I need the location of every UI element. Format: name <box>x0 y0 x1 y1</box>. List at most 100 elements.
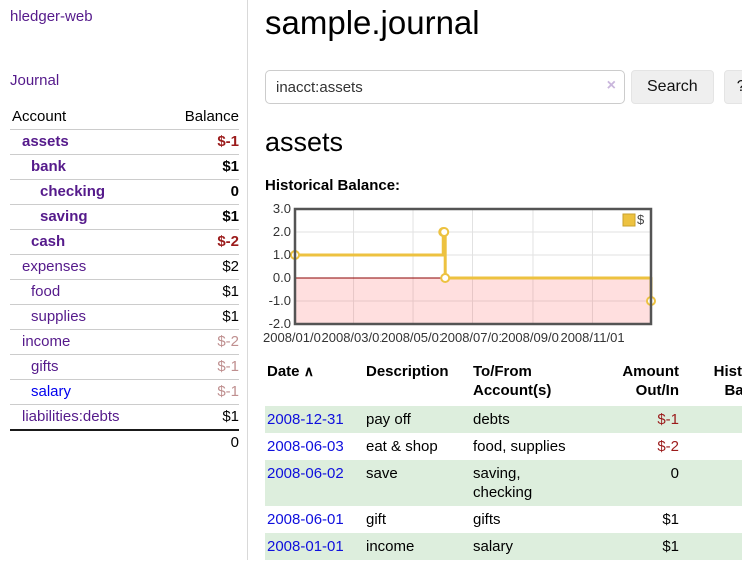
account-row: saving $1 <box>10 204 239 230</box>
account-balance: $-2 <box>161 329 239 355</box>
register-table: Date ∧ Description To/From Account(s) Am… <box>265 360 742 560</box>
account-balance: $-1 <box>161 379 239 405</box>
x-axis-tick-label: 2008/11/01 <box>560 330 625 345</box>
transaction-balance: $1 <box>681 533 742 560</box>
transaction-date-cell: 2008-06-02 <box>265 460 364 506</box>
account-link[interactable]: food <box>31 283 61 300</box>
account-balance: $-2 <box>161 229 239 255</box>
transaction-date-link[interactable]: 2008-01-01 <box>267 538 344 555</box>
legend-label: $ <box>637 212 645 227</box>
transaction-date-link[interactable]: 2008-06-03 <box>267 438 344 455</box>
register-header-balance: Historical Balance <box>713 363 742 399</box>
account-link[interactable]: supplies <box>31 308 87 325</box>
historical-balance-chart: $3.0 2.0 1.0 0.0 -1.0 -2.0 2008/01/01 2008/03/0… <box>263 200 665 348</box>
account-link[interactable]: gifts <box>31 358 59 375</box>
account-row: cash $-2 <box>10 229 239 255</box>
account-link[interactable]: salary <box>31 383 72 400</box>
x-axis-tick-label: 2008/07/01 <box>440 330 506 345</box>
clear-search-icon[interactable]: × <box>606 77 616 94</box>
transaction-date-link[interactable]: 2008-06-01 <box>267 511 344 528</box>
transaction-date-link[interactable]: 2008-12-31 <box>267 411 344 428</box>
account-balance: $-1 <box>161 129 239 155</box>
register-header-description: Description <box>366 363 449 380</box>
search-bar: × Search ? <box>265 70 742 104</box>
account-cell: cash <box>10 229 162 255</box>
transaction-description: save <box>366 465 398 482</box>
account-link[interactable]: liabilities:debts <box>22 408 120 425</box>
x-axis-tick-label: 2008/05/01 <box>381 330 447 345</box>
account-balance: $-1 <box>161 354 239 380</box>
app-title-link[interactable]: hledger-web <box>10 8 93 25</box>
account-row: expenses $2 <box>10 254 239 280</box>
transaction-date-cell: 2008-06-03 <box>265 433 364 460</box>
account-balance: $1 <box>161 304 239 330</box>
chart-title: Historical Balance: <box>265 177 401 194</box>
main-panel: sample.journal × Search ? assets Histori… <box>248 0 742 560</box>
account-link[interactable]: bank <box>31 158 67 175</box>
accounts-total-spacer <box>10 429 162 455</box>
account-row: supplies $1 <box>10 304 239 330</box>
help-button[interactable]: ? <box>723 70 742 104</box>
y-axis-tick-label: -2.0 <box>268 316 291 331</box>
account-link[interactable]: checking <box>40 183 106 200</box>
y-axis-tick-label: 3.0 <box>272 201 291 216</box>
transaction-date-cell: 2008-12-31 <box>265 406 364 433</box>
account-link[interactable]: assets <box>22 133 69 150</box>
account-balance: $1 <box>161 204 239 230</box>
y-axis-tick-label: 1.0 <box>272 247 291 262</box>
x-axis-tick-label: 2008/03/01 <box>321 330 387 345</box>
register-header-accounts: To/From Account(s) <box>473 363 552 399</box>
account-link[interactable]: saving <box>40 208 88 225</box>
account-link[interactable]: income <box>22 333 71 350</box>
y-axis-tick-label: 0.0 <box>272 270 291 285</box>
account-cell: gifts <box>10 354 162 380</box>
accounts-header-account: Account <box>12 108 67 125</box>
account-row: food $1 <box>10 279 239 305</box>
transaction-balance: $2 <box>681 506 742 533</box>
register-header-amount: Amount Out/In <box>622 363 679 399</box>
transaction-description: pay off <box>366 411 411 428</box>
transaction-amount: $1 <box>662 538 679 555</box>
account-heading: assets <box>265 127 344 157</box>
register-row: 2008-12-31 pay off debts $-1 $-1 <box>265 406 742 433</box>
search-input[interactable] <box>265 70 625 104</box>
y-axis-tick-label: 2.0 <box>272 224 291 239</box>
register-row: 2008-06-03 eat & shop food, supplies $-2… <box>265 433 742 460</box>
sidebar-item-journal[interactable]: Journal <box>10 72 60 89</box>
account-row: salary $-1 <box>10 379 239 405</box>
transaction-description: gift <box>366 511 387 528</box>
transaction-accounts: salary <box>473 538 514 555</box>
search-button[interactable]: Search <box>631 70 714 104</box>
account-cell: income <box>10 329 162 355</box>
account-link[interactable]: expenses <box>22 258 87 275</box>
account-row: assets $-1 <box>10 129 239 155</box>
transaction-balance: $-1 <box>681 406 742 433</box>
transaction-amount: $1 <box>662 511 679 528</box>
transaction-description: income <box>366 538 415 555</box>
transaction-date-cell: 2008-01-01 <box>265 533 364 560</box>
account-row: checking 0 <box>10 179 239 205</box>
account-link[interactable]: cash <box>31 233 66 250</box>
transaction-date-link[interactable]: 2008-06-02 <box>267 465 344 482</box>
chart-plot: $ <box>290 207 656 326</box>
register-header-date[interactable]: Date ∧ <box>265 360 364 406</box>
page: hledger-web Journal Account Balance asse… <box>10 0 742 560</box>
register-row: 2008-01-01 income salary $1 $1 <box>265 533 742 560</box>
account-balance: $2 <box>161 254 239 280</box>
account-cell: food <box>10 279 162 305</box>
y-axis-tick-label: -1.0 <box>268 293 291 308</box>
transaction-date-cell: 2008-06-01 <box>265 506 364 533</box>
account-balance: $1 <box>161 154 239 180</box>
x-axis-tick-label: 2008/01/01 <box>263 330 329 345</box>
account-cell: salary <box>10 379 162 405</box>
account-cell: expenses <box>10 254 162 280</box>
transaction-accounts: food, supplies <box>473 438 566 455</box>
transaction-description: eat & shop <box>366 438 438 455</box>
transaction-accounts: debts <box>473 411 510 428</box>
x-axis-tick-label: 2008/09/01 <box>500 330 567 345</box>
account-balance: 0 <box>161 179 239 205</box>
account-row: gifts $-1 <box>10 354 239 380</box>
transaction-accounts: saving, checking <box>473 465 533 501</box>
account-cell: checking <box>10 179 162 205</box>
account-row: bank $1 <box>10 154 239 180</box>
